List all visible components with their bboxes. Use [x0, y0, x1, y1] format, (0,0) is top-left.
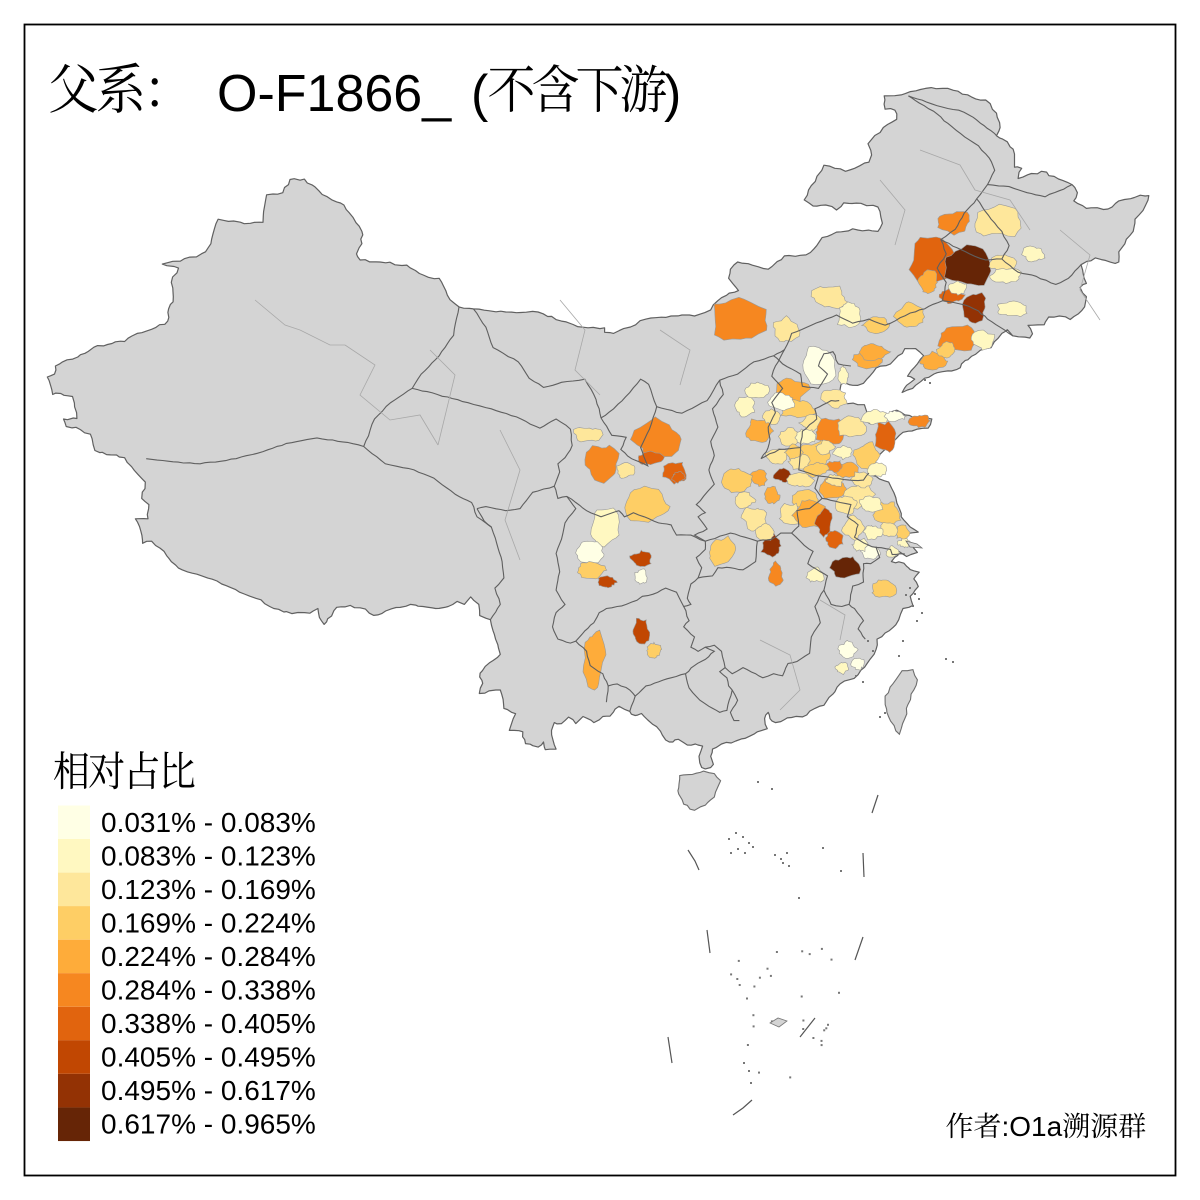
svg-text:O-F1866_: O-F1866_: [217, 65, 452, 123]
svg-text:): ): [664, 65, 681, 123]
svg-text:0.169% - 0.224%: 0.169% - 0.224%: [101, 907, 316, 938]
svg-text:0.405% - 0.495%: 0.405% - 0.495%: [101, 1042, 316, 1073]
svg-text:0.617% - 0.965%: 0.617% - 0.965%: [101, 1109, 316, 1140]
svg-text:0.284% - 0.338%: 0.284% - 0.338%: [101, 975, 316, 1006]
svg-text:0.083% - 0.123%: 0.083% - 0.123%: [101, 840, 316, 871]
svg-text:0.495% - 0.617%: 0.495% - 0.617%: [101, 1075, 316, 1106]
svg-text:0.031% - 0.083%: 0.031% - 0.083%: [101, 807, 316, 838]
svg-text:0.338% - 0.405%: 0.338% - 0.405%: [101, 1008, 316, 1039]
svg-text:(: (: [471, 65, 489, 123]
svg-text:0.224% - 0.284%: 0.224% - 0.284%: [101, 941, 316, 972]
svg-text:0.123% - 0.169%: 0.123% - 0.169%: [101, 874, 316, 905]
svg-text::O1a: :O1a: [1002, 1111, 1063, 1142]
